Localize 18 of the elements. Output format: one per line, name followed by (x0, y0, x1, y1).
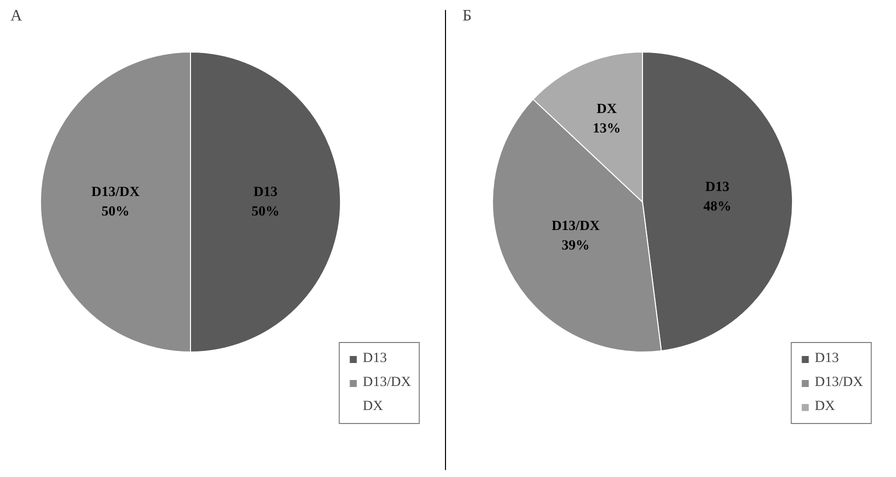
slice-label: D13 (253, 184, 278, 200)
data-label: 39% (562, 238, 590, 254)
data-label: 48% (703, 200, 732, 215)
chart-title: Б (462, 8, 472, 24)
legend-label: DX (814, 399, 835, 415)
legend-label: D13 (814, 351, 839, 367)
slice-label: DX (596, 102, 617, 118)
category-label: DX (362, 399, 383, 414)
slice-label: D13 (705, 180, 730, 196)
data-label: 50% (252, 204, 280, 220)
data-label: 50% (102, 204, 130, 220)
slice-label: D13/DX (91, 184, 140, 200)
data-label: 13% (592, 122, 621, 137)
legend-label: D13 (362, 351, 387, 367)
legend-label: D13/DX (814, 375, 863, 391)
chart-title: А (10, 8, 22, 24)
slice-label: D13/DX (552, 218, 600, 234)
legend-label: D13/DX (362, 375, 411, 391)
